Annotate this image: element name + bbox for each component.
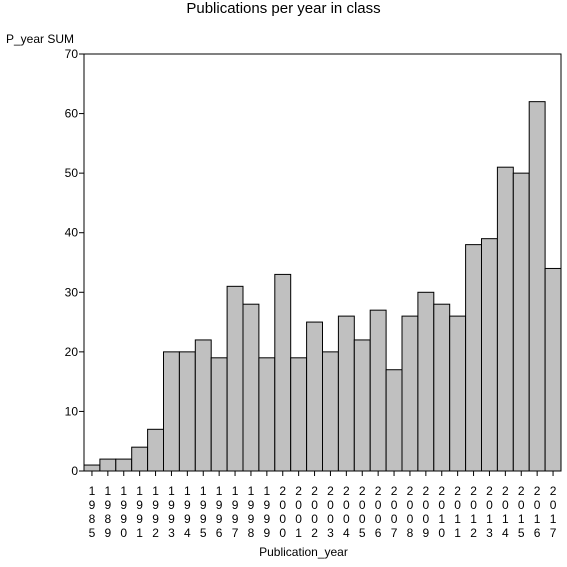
bar-2002 (306, 321, 324, 472)
y-tick-label: 40 (65, 226, 79, 240)
y-tick-label: 70 (65, 47, 79, 61)
bar-1990 (115, 458, 133, 472)
y-tick-label: 60 (65, 107, 79, 121)
bar-2004 (337, 315, 355, 472)
bar-2009 (417, 291, 435, 472)
y-tick-label: 50 (65, 166, 79, 180)
bar-1999 (258, 357, 276, 472)
bar-2013 (481, 238, 498, 472)
bar-2007 (385, 369, 403, 472)
bar-2001 (290, 357, 308, 472)
bar-2012 (465, 244, 483, 472)
bar-2000 (274, 273, 292, 472)
y-tick-label: 20 (65, 345, 79, 359)
y-tick-label: 10 (65, 404, 79, 418)
bar-2005 (353, 339, 371, 472)
chart-title: Publications per year in class (186, 0, 381, 17)
y-tick-label: 30 (65, 285, 79, 299)
bar-1993 (163, 351, 180, 472)
bar-2003 (322, 351, 339, 472)
bar-1994 (178, 351, 196, 472)
bar-2017 (544, 267, 562, 472)
plot-frame (83, 53, 562, 472)
bar-2008 (401, 315, 419, 472)
x-axis-label: Publication_year (259, 545, 348, 559)
y-tick-label: 0 (71, 464, 78, 478)
bar-1997 (226, 285, 244, 472)
bar-1989 (99, 458, 117, 472)
bar-2015 (512, 172, 530, 472)
bar-1995 (194, 339, 212, 472)
bar-2016 (528, 101, 546, 472)
bar-1985 (83, 464, 101, 472)
bar-1992 (147, 428, 165, 472)
bar-1996 (210, 357, 228, 472)
bar-2006 (369, 309, 387, 472)
bar-1991 (131, 446, 149, 472)
bar-2014 (496, 166, 514, 472)
bar-2010 (433, 303, 451, 472)
y-axis-label: P_year SUM (6, 32, 75, 46)
bar-2011 (449, 315, 467, 472)
bar-1998 (242, 303, 260, 472)
